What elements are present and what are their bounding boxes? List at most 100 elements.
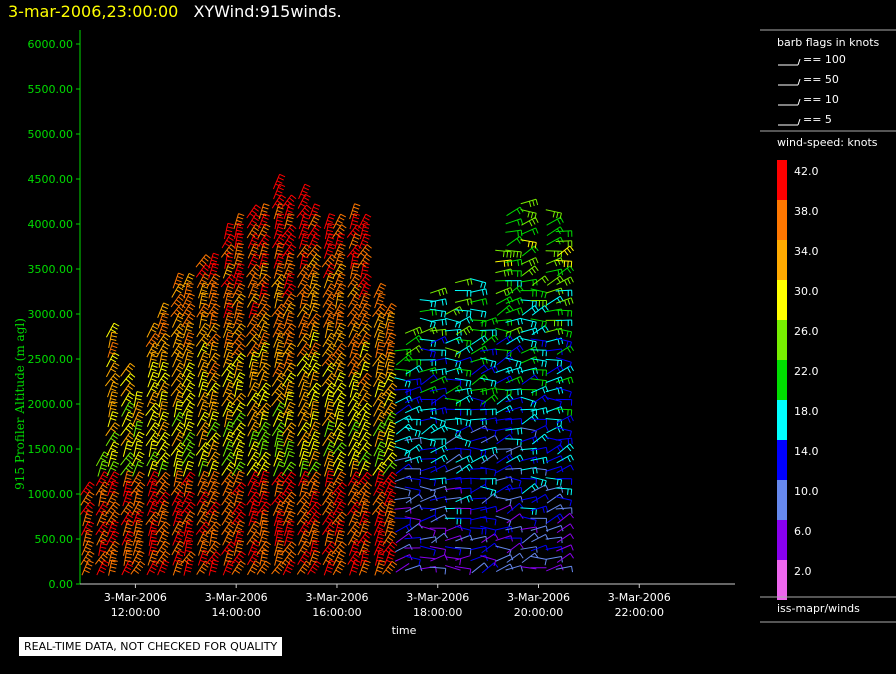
wind-barb-shaft	[546, 226, 561, 237]
wind-barb-shaft	[171, 422, 181, 437]
wind-barb-flag	[301, 309, 308, 314]
wind-barb-flag	[102, 484, 108, 489]
wind-barb-shaft	[429, 357, 446, 363]
wind-barb-flag	[252, 236, 259, 240]
wind-barb-flag	[354, 494, 360, 499]
wind-barb-flag	[259, 510, 266, 515]
wind-barb-flag	[253, 351, 260, 355]
wind-barb-flag	[339, 395, 345, 400]
wind-barb-shaft	[555, 357, 572, 363]
wind-barb-shaft	[429, 485, 446, 492]
wind-barb-shaft	[405, 523, 420, 534]
wind-barb-shaft	[357, 442, 368, 456]
wind-barb-shaft	[197, 500, 205, 516]
wind-barb-flag	[311, 536, 318, 540]
wind-barb-flag	[470, 278, 473, 285]
wind-barb-flag	[313, 523, 320, 527]
wind-barb-flag	[324, 361, 331, 367]
wind-barb-flag	[151, 543, 158, 546]
wind-barb-flag	[542, 507, 545, 514]
wind-barb-flag	[189, 362, 195, 366]
wind-barb-shaft	[206, 303, 216, 318]
x-tick-time: 20:00:00	[514, 606, 563, 619]
wind-barb-flag	[177, 460, 184, 463]
wind-barb-flag	[381, 461, 387, 467]
wind-barb-flag	[149, 500, 155, 505]
wind-barb-flag	[289, 510, 296, 515]
wind-barb-flag	[127, 454, 134, 460]
wind-barb-flag	[213, 435, 219, 440]
wind-barb-shaft	[105, 501, 116, 516]
wind-barb-flag	[301, 239, 308, 243]
wind-barb-flag	[286, 289, 293, 294]
wind-barb-shaft	[520, 427, 537, 432]
wind-barb-flag	[509, 394, 514, 400]
wind-barb-flag	[331, 353, 337, 358]
wind-barb-flag	[238, 553, 244, 559]
wind-barb-flag	[235, 540, 242, 543]
wind-barb-flag	[129, 382, 136, 387]
wind-barb-flag	[354, 306, 360, 311]
wind-barb-shaft	[155, 521, 166, 535]
wind-barb-flag	[288, 381, 295, 385]
wind-barb-shaft	[420, 326, 436, 334]
wind-profile-column	[79, 481, 95, 576]
wind-barb-shaft	[383, 421, 391, 437]
wind-barb-flag	[201, 309, 207, 314]
wind-barb-shaft	[530, 288, 547, 293]
wind-barb-flag	[211, 533, 218, 536]
wind-barb-flag	[135, 507, 142, 511]
speed-bin-label: 6.0	[794, 525, 812, 538]
wind-barb-shaft	[505, 317, 522, 323]
wind-barb-flag	[138, 550, 145, 555]
wind-barb-flag	[286, 516, 293, 521]
wind-barb-flag	[483, 364, 489, 371]
wind-barb-flag	[203, 450, 210, 454]
wind-barb-flag	[300, 332, 307, 336]
wind-barb-flag	[302, 256, 309, 259]
wind-barb-flag	[388, 434, 395, 437]
wind-barb-shaft	[495, 563, 511, 573]
wind-barb-flag	[189, 510, 196, 515]
wind-barb-shaft	[531, 275, 546, 286]
wind-barb-flag	[313, 256, 320, 261]
wind-barb-shaft	[158, 351, 163, 368]
wind-barb-flag	[364, 233, 371, 237]
wind-barb-flag	[458, 352, 461, 359]
wind-barb-flag	[186, 517, 192, 522]
wind-barb-flag	[404, 380, 408, 387]
wind-barb-shaft	[372, 353, 383, 367]
wind-barb-flag	[337, 236, 345, 240]
wind-barb-shaft	[306, 501, 318, 516]
wind-barb-shaft	[181, 293, 190, 308]
wind-barb-flag	[211, 368, 217, 373]
wind-barb-shaft	[520, 408, 537, 411]
wind-barb-flag	[325, 292, 331, 297]
wind-barb-flag	[379, 381, 386, 385]
wind-barb-flag	[571, 438, 573, 445]
wind-barb-flag	[362, 467, 369, 471]
wind-barb-flag	[276, 338, 283, 343]
wind-barb-shaft	[157, 302, 165, 319]
wind-barb-flag	[557, 289, 561, 296]
wind-barb-flag	[352, 279, 358, 284]
wind-barb-flag	[263, 306, 270, 311]
wind-barb-flag	[253, 207, 259, 212]
wind-barb-shaft	[395, 415, 410, 424]
wind-barb-shaft	[131, 411, 140, 427]
wind-barb-flag	[337, 269, 343, 274]
wind-barb-shaft	[324, 322, 329, 339]
wind-barb-flag	[290, 244, 297, 249]
wind-barb-flag	[114, 422, 120, 427]
wind-barb-flag	[100, 526, 106, 532]
wind-barb-flag	[460, 497, 462, 504]
wind-barb-flag	[352, 556, 358, 561]
wind-barb-shaft	[182, 273, 190, 289]
wind-barb-flag	[360, 262, 366, 267]
barb-legend-label: == 50	[803, 73, 839, 86]
wind-barb-flag	[201, 477, 207, 481]
wind-barb-flag	[305, 193, 311, 198]
wind-barb-shaft	[430, 464, 446, 473]
wind-barb-shaft	[258, 332, 265, 348]
wind-barb-flag	[377, 447, 384, 452]
